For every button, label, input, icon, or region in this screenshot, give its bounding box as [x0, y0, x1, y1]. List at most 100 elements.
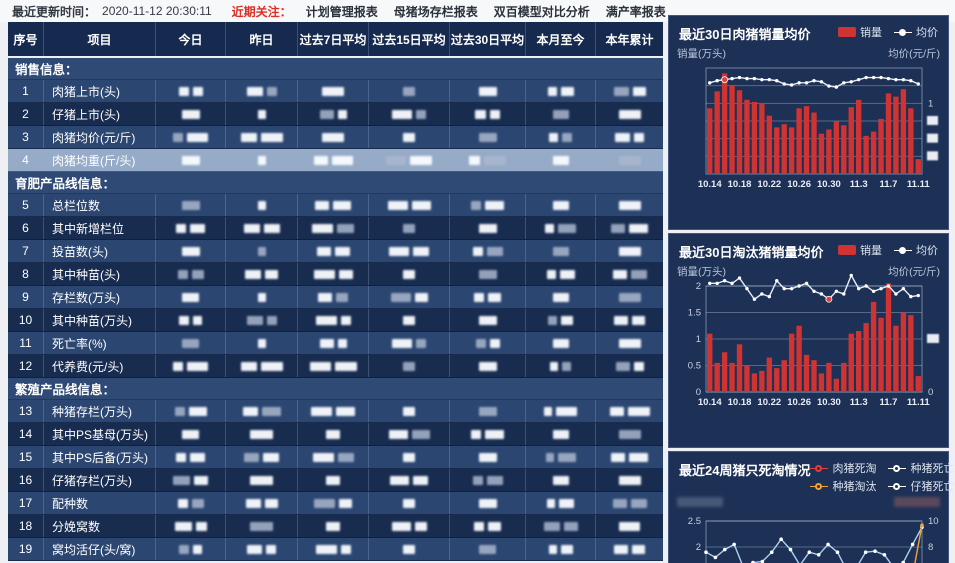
- y-axis-right-label: 均价(元/斤): [888, 48, 940, 60]
- table-row[interactable]: 13 种猪存栏(万头): [8, 400, 663, 423]
- row-number: 5: [8, 194, 44, 216]
- table-row[interactable]: 3 肉猪均价(元/斤): [8, 126, 663, 149]
- table-row[interactable]: 9 存栏数(万头): [8, 286, 663, 309]
- redacted-value-block: [176, 223, 186, 233]
- redacted-value-block: [174, 521, 192, 531]
- line-point: [782, 82, 786, 86]
- line-point: [871, 289, 876, 293]
- bar-销量: [803, 106, 810, 174]
- bar-销量: [900, 89, 907, 174]
- row-number: 3: [8, 126, 44, 148]
- redacted-value-block: [560, 86, 574, 96]
- cell-redacted-value: [226, 194, 298, 216]
- legend-item-肉猪死淘[interactable]: 肉猪死淘: [810, 460, 876, 476]
- redacted-value-block: [618, 429, 641, 439]
- cell-redacted-value: [596, 492, 663, 514]
- cell-redacted-value: [526, 469, 596, 491]
- cell-redacted-value: [526, 263, 596, 285]
- table-row[interactable]: 5 总栏位数: [8, 194, 663, 217]
- x-axis-tick-label: 10.14: [698, 397, 722, 408]
- redacted-value-block: [181, 155, 200, 165]
- table-row[interactable]: 10 其中种苗(万头): [8, 309, 663, 332]
- legend-label: 种猪死亡: [910, 463, 955, 475]
- top-link-4[interactable]: 满产率报表: [605, 4, 666, 19]
- row-label: 其中PS基母(万头): [44, 423, 156, 445]
- cell-redacted-value: [156, 309, 226, 331]
- line-point: [760, 292, 764, 296]
- table-row[interactable]: 14 其中PS基母(万头): [8, 423, 663, 446]
- table-row[interactable]: 1 肉猪上市(头): [8, 80, 663, 103]
- legend-item-均价[interactable]: 均价: [894, 242, 938, 258]
- cell-redacted-value: [450, 423, 526, 445]
- top-link-2[interactable]: 母猪场存栏报表: [393, 4, 478, 19]
- legend-item-均价[interactable]: 均价: [894, 24, 938, 40]
- redacted-value-block: [336, 292, 348, 302]
- cell-redacted-value: [298, 332, 369, 354]
- column-header: 昨日: [226, 22, 298, 56]
- plot-border: [705, 520, 923, 563]
- table-row[interactable]: 19 窝均活仔(头/窝): [8, 538, 663, 561]
- cell-redacted-value: [156, 286, 226, 308]
- cell-redacted-value: [450, 80, 526, 102]
- row-number: 2: [8, 103, 44, 125]
- row-label: 肉猪均价(元/斤): [44, 126, 156, 148]
- redacted-value-block: [561, 315, 573, 325]
- line-point: [782, 286, 786, 291]
- redacted-axis-tick: [927, 133, 938, 143]
- redacted-value-block: [403, 132, 415, 142]
- redacted-value-block: [563, 521, 578, 531]
- redacted-value-block: [177, 269, 188, 279]
- column-header: 本年累计: [605, 32, 654, 47]
- table-row[interactable]: 2 仔猪上市(头): [8, 103, 663, 126]
- row-label: 死亡率(%): [44, 332, 156, 354]
- redacted-value-block: [471, 200, 481, 210]
- top-link-1[interactable]: 计划管理报表: [305, 4, 378, 19]
- table-row[interactable]: 16 仔猪存栏(万头): [8, 469, 663, 492]
- redacted-value-block: [326, 429, 340, 439]
- cell-redacted-value: [226, 400, 298, 422]
- redacted-value-block: [316, 246, 331, 256]
- redacted-value-block: [182, 338, 199, 348]
- table-row[interactable]: 7 投苗数(头): [8, 240, 663, 263]
- redacted-value-block: [559, 498, 574, 508]
- legend-item-销量[interactable]: 销量: [838, 242, 882, 258]
- legend-row: 肉猪死淘 种猪死亡: [810, 460, 954, 476]
- cell-redacted-value: [450, 515, 526, 537]
- legend-item-仔猪死亡[interactable]: 仔猪死亡: [888, 478, 954, 494]
- legend-item-销量[interactable]: 销量: [838, 24, 882, 40]
- bar-销量: [848, 333, 854, 392]
- table-row[interactable]: 6 其中新增栏位: [8, 217, 663, 240]
- column-header: 项目: [44, 22, 156, 56]
- bar-销量: [766, 115, 772, 174]
- table-row[interactable]: 17 配种数: [8, 492, 663, 515]
- redacted-value-block: [556, 406, 577, 416]
- redacted-value-block: [545, 223, 554, 233]
- redacted-value-block: [403, 86, 415, 96]
- cell-redacted-value: [156, 423, 226, 445]
- table-row[interactable]: 15 其中PS后备(万头): [8, 446, 663, 469]
- table-row[interactable]: 11 死亡率(%): [8, 332, 663, 355]
- redacted-value-block: [257, 292, 266, 302]
- table-row[interactable]: 8 其中种苗(头): [8, 263, 663, 286]
- redacted-value-block: [618, 475, 641, 485]
- y-axis-tick-label: 0: [696, 387, 701, 398]
- cell-redacted-value: [369, 103, 450, 125]
- legend-item-种猪死亡[interactable]: 种猪死亡: [888, 460, 954, 476]
- redacted-value-block: [545, 452, 554, 462]
- redacted-value-block: [250, 475, 273, 485]
- legend-item-种猪淘汰[interactable]: 种猪淘汰: [810, 478, 876, 494]
- cell-redacted-value: [226, 309, 298, 331]
- table-row[interactable]: 18 分娩窝数: [8, 515, 663, 538]
- redacted-value-block: [490, 109, 500, 119]
- redacted-value-block: [475, 109, 486, 119]
- redacted-value-block: [326, 475, 340, 485]
- table-row[interactable]: 4 肉猪均重(斤/头): [8, 149, 663, 172]
- line-point: [752, 297, 757, 301]
- top-link-3[interactable]: 双百模型对比分析: [493, 4, 590, 19]
- table-header-row: 序号 项目 今日 昨日 过去7日平均 过去15日平均 过去30日平均 本月至今 本年累计: [8, 22, 663, 58]
- table-row[interactable]: 12 代养费(元/头): [8, 355, 663, 378]
- redacted-value-block: [413, 246, 429, 256]
- redacted-value-block: [244, 452, 259, 462]
- cell-redacted-value: [526, 309, 596, 331]
- row-label: 投苗数(头): [44, 240, 156, 262]
